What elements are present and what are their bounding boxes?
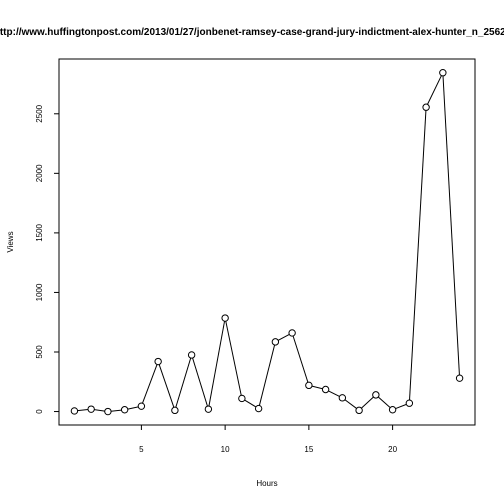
line-segment xyxy=(175,357,192,408)
x-tick-label: 5 xyxy=(139,445,144,454)
data-point xyxy=(405,399,414,407)
line-segment xyxy=(94,409,105,412)
line-segment xyxy=(77,409,89,412)
data-point xyxy=(120,406,129,414)
line-segment xyxy=(361,396,374,409)
line-segment xyxy=(311,385,323,390)
data-point xyxy=(271,338,280,346)
line-segment xyxy=(292,335,309,383)
y-axis-label: Views xyxy=(6,231,15,252)
data-series xyxy=(70,68,464,416)
line-segment xyxy=(158,364,175,408)
line-segment xyxy=(127,406,139,410)
line-segment xyxy=(442,75,460,376)
data-point xyxy=(221,314,229,322)
data-point xyxy=(388,406,397,414)
x-tick-label: 20 xyxy=(388,445,397,454)
data-point xyxy=(187,351,196,359)
line-segment xyxy=(377,396,391,409)
data-point xyxy=(104,407,112,416)
line-segment xyxy=(111,409,122,412)
data-point xyxy=(338,394,347,402)
data-point xyxy=(154,357,162,366)
data-point xyxy=(238,394,246,403)
line-segment xyxy=(328,390,340,397)
line-segment xyxy=(427,75,442,105)
chart-title: http://www.huffingtonpost.com/2013/01/27… xyxy=(0,27,504,38)
line-segment xyxy=(244,399,257,408)
line-segment xyxy=(344,399,357,409)
plot-frame xyxy=(58,58,476,426)
data-point xyxy=(422,103,430,111)
data-point xyxy=(288,329,296,337)
data-point xyxy=(455,374,464,382)
data-point xyxy=(321,385,330,394)
line-segment xyxy=(192,357,208,407)
y-tick-label: 500 xyxy=(35,345,44,359)
x-axis-label: Hours xyxy=(256,479,277,488)
line-segment xyxy=(258,344,276,406)
line-segment xyxy=(409,110,427,401)
data-point xyxy=(70,407,79,415)
y-tick-label: 1500 xyxy=(35,223,44,241)
y-tick-label: 2500 xyxy=(35,104,44,122)
data-point xyxy=(171,406,179,415)
line-segment xyxy=(277,333,290,341)
y-tick-label: 0 xyxy=(35,409,44,414)
y-tick-label: 1000 xyxy=(35,283,44,301)
data-point xyxy=(372,391,380,399)
y-tick-label: 2000 xyxy=(35,164,44,182)
x-tick-label: 15 xyxy=(304,445,313,454)
data-point xyxy=(355,406,363,415)
data-point xyxy=(305,381,313,390)
data-point xyxy=(254,404,263,413)
line-segment xyxy=(225,321,242,396)
data-point xyxy=(137,402,146,410)
line-segment xyxy=(395,403,407,410)
line-segment xyxy=(142,364,158,404)
axes: 5 10 15 20 0 500 1000 1500 2000 2500 xyxy=(35,104,398,454)
x-tick-label: 10 xyxy=(221,445,230,454)
data-point xyxy=(439,68,447,77)
line-segment xyxy=(208,321,226,407)
data-point xyxy=(87,405,95,413)
data-point xyxy=(204,405,213,413)
